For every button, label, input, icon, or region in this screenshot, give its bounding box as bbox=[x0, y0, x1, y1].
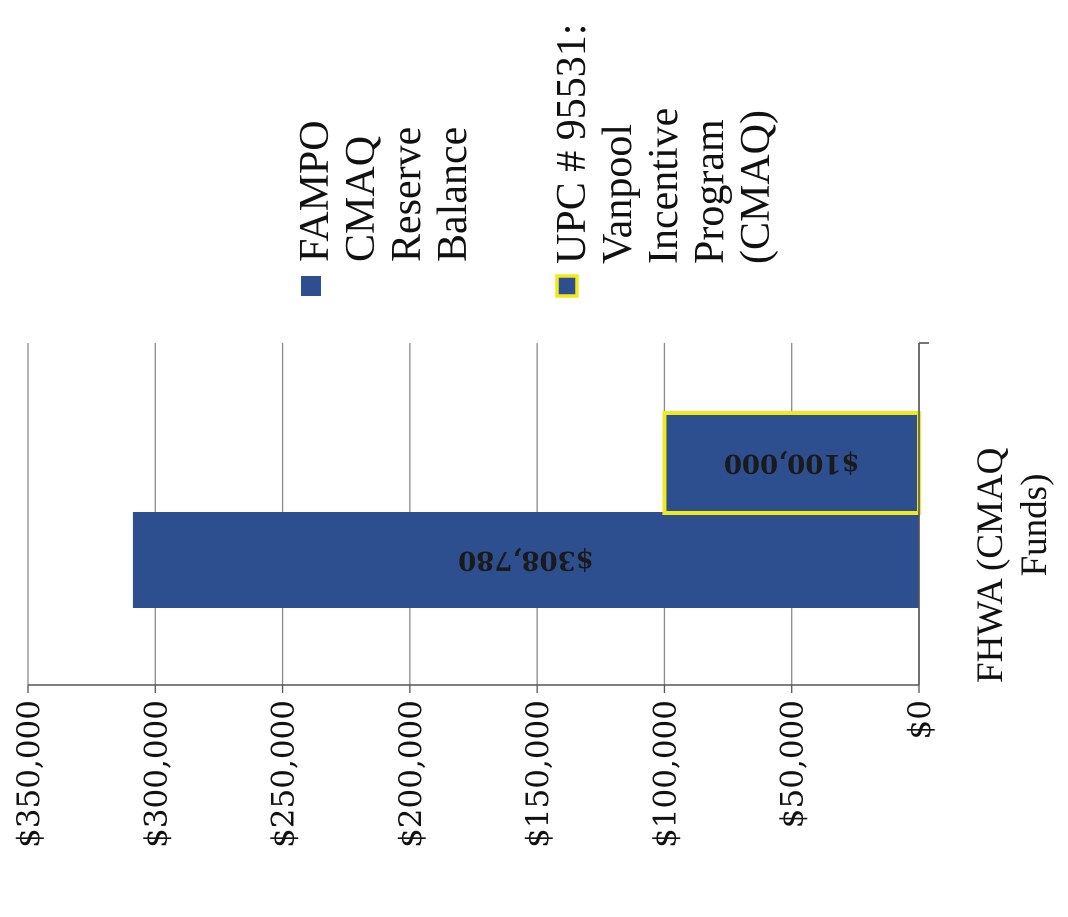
data-label: $308,780 bbox=[458, 545, 594, 575]
legend-label-line: Incentive bbox=[641, 108, 687, 264]
tick-labels: $0 $50,000 $100,000 $150,000 $200,000 $250,00… bbox=[11, 700, 938, 848]
legend-label-line: CMAQ bbox=[338, 136, 384, 262]
legend-label-line: FAMPO bbox=[292, 120, 338, 262]
bar-vanpool-incentive bbox=[662, 411, 922, 515]
legend-label-line: Program bbox=[687, 119, 733, 264]
legend-label-line: Vanpool bbox=[595, 124, 641, 264]
category-axis-label: FHWA (CMAQ Funds) bbox=[970, 447, 1055, 683]
tick-label: $0 bbox=[902, 700, 938, 739]
legend: FAMPO CMAQ Reserve Balance UPC # 95531: Vanpo… bbox=[292, 24, 779, 298]
legend-swatch bbox=[555, 274, 579, 298]
bar-reserve-balance bbox=[132, 512, 920, 608]
legend-label-line: UPC # 95531: bbox=[549, 24, 595, 264]
bars: $308,780 $100,000 bbox=[132, 411, 922, 608]
category-label-line: FHWA (CMAQ bbox=[970, 447, 1011, 683]
tick-label: $150,000 bbox=[520, 700, 556, 848]
axes bbox=[28, 342, 929, 686]
data-label: $100,000 bbox=[724, 448, 860, 478]
legend-swatch bbox=[301, 276, 321, 296]
tick-label: $250,000 bbox=[266, 700, 302, 848]
legend-label-line: (CMAQ) bbox=[733, 110, 779, 264]
legend-label-line: Reserve bbox=[384, 127, 430, 262]
tick-label: $50,000 bbox=[775, 700, 811, 828]
tick-label: $350,000 bbox=[11, 700, 47, 848]
tick-label: $300,000 bbox=[138, 700, 174, 848]
category-label-line: Funds) bbox=[1014, 474, 1055, 577]
legend-label-line: Balance bbox=[430, 127, 476, 262]
tick-label: $200,000 bbox=[393, 700, 429, 848]
tick-label: $100,000 bbox=[647, 700, 683, 848]
